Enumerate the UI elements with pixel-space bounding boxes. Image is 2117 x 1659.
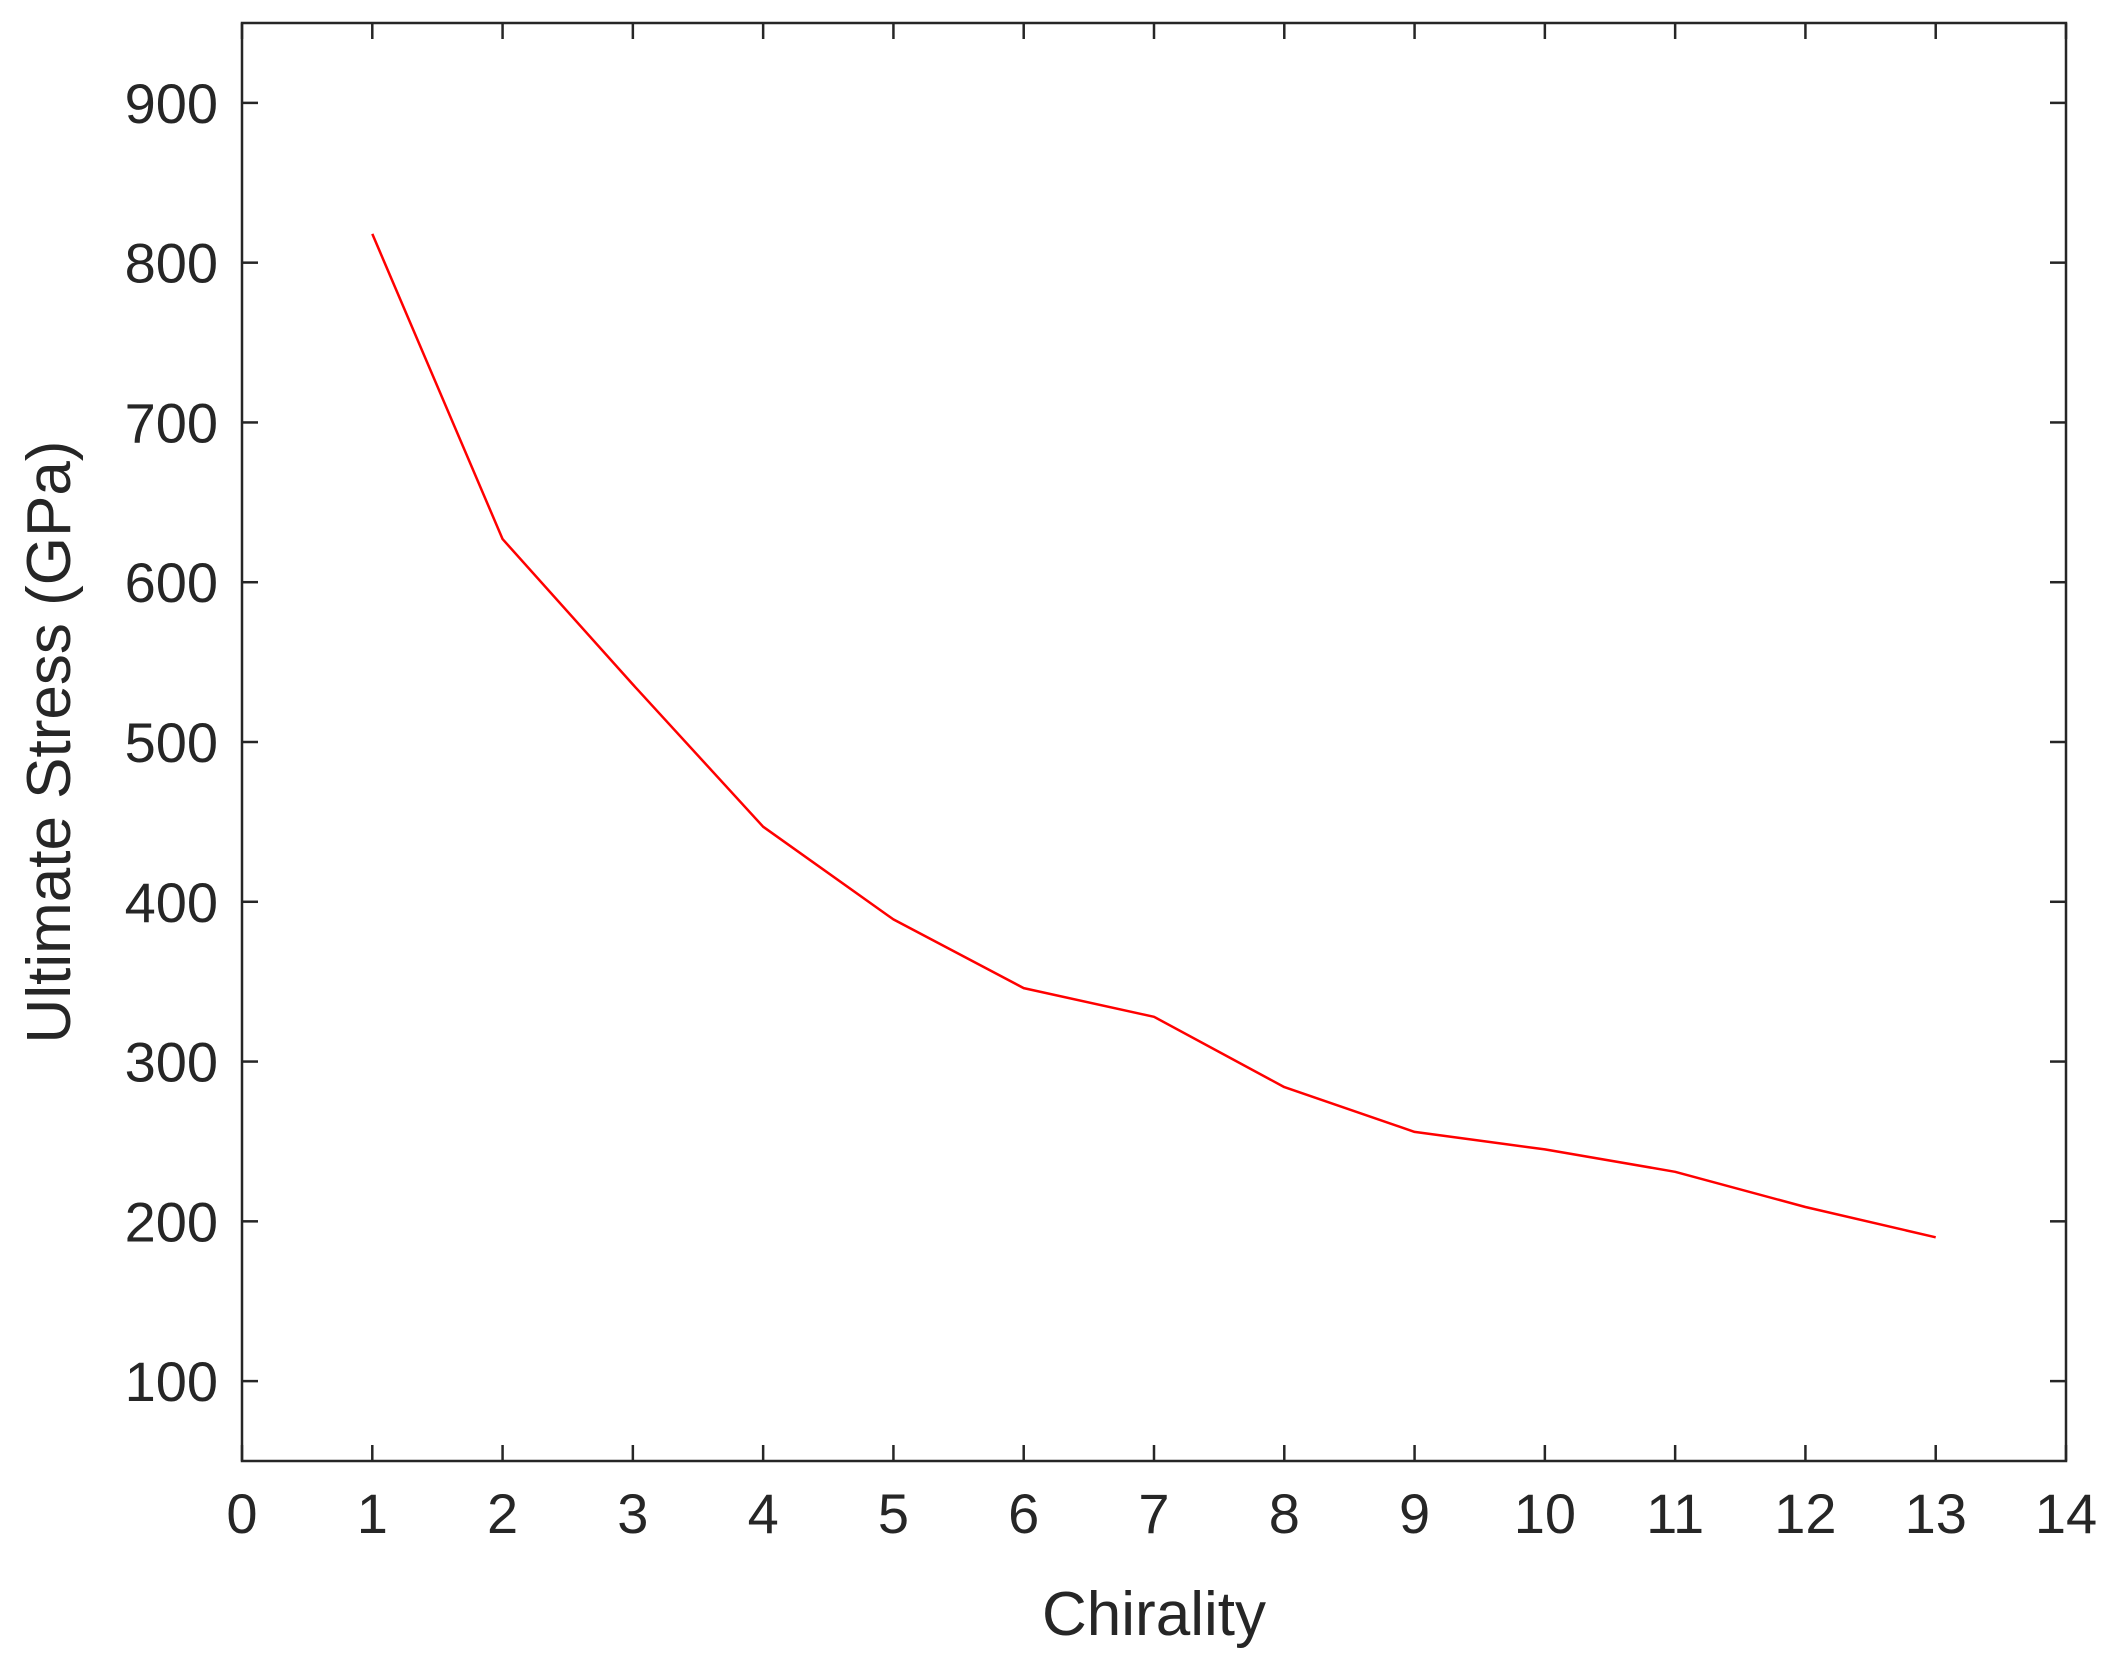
y-tick-label: 300 — [125, 1031, 218, 1094]
x-tick-label: 10 — [1514, 1482, 1576, 1545]
series-layer — [371, 233, 1936, 1239]
x-tick-labels: 0 1 2 3 4 5 6 7 8 9 10 11 12 13 14 — [226, 1482, 2097, 1545]
x-tick-label: 3 — [617, 1482, 648, 1545]
x-tick-label: 7 — [1138, 1482, 1169, 1545]
x-tick-label: 12 — [1774, 1482, 1836, 1545]
x-tick-label: 5 — [878, 1482, 909, 1545]
x-tick-label: 0 — [226, 1482, 257, 1545]
x-tick-label: 14 — [2035, 1482, 2097, 1545]
axis-ticks — [240, 23, 2068, 1461]
series-line — [371, 233, 1936, 1239]
y-tick-labels: 100 200 300 400 500 600 700 800 900 — [125, 72, 218, 1413]
x-axis-label: Chirality — [1042, 1580, 1266, 1649]
x-tick-label: 1 — [357, 1482, 388, 1545]
x-tick-label: 8 — [1269, 1482, 1300, 1545]
x-tick-label: 11 — [1646, 1482, 1704, 1545]
y-tick-label: 500 — [125, 711, 218, 774]
x-tick-label: 4 — [748, 1482, 779, 1545]
x-tick-label: 13 — [1905, 1482, 1967, 1545]
y-tick-label: 900 — [125, 72, 218, 135]
y-tick-label: 200 — [125, 1190, 218, 1253]
x-tick-label: 6 — [1008, 1482, 1039, 1545]
y-tick-label: 600 — [125, 551, 218, 614]
y-tick-label: 400 — [125, 871, 218, 934]
y-tick-label: 100 — [125, 1350, 218, 1413]
plot-area — [242, 23, 2066, 1461]
y-axis-label: Ultimate Stress (GPa) — [15, 441, 84, 1044]
x-tick-label: 2 — [487, 1482, 518, 1545]
x-tick-label: 9 — [1399, 1482, 1430, 1545]
plot-frame — [240, 21, 2068, 1463]
y-tick-label: 800 — [125, 232, 218, 295]
y-tick-label: 700 — [125, 391, 218, 454]
